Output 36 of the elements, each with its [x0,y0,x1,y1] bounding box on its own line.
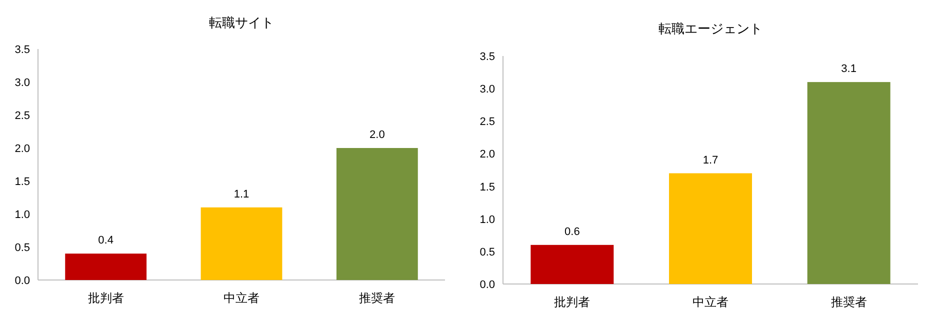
data-label: 0.4 [98,234,114,247]
data-label: 1.7 [702,154,718,166]
y-tick-label: 0.5 [480,246,495,258]
chart-title: 転職エージェント [658,21,762,36]
y-tick-label: 2.5 [480,116,495,128]
y-tick-label: 2.5 [14,110,30,122]
x-tick-label: 批判者 [88,291,124,305]
y-tick-label: 1.5 [14,176,30,188]
bar [669,173,752,284]
data-label: 2.0 [370,129,385,141]
y-tick-label: 3.5 [14,44,30,56]
x-tick-label: 中立者 [692,295,728,309]
x-tick-label: 中立者 [224,291,260,305]
bar [200,207,282,280]
y-tick-label: 3.0 [14,77,30,89]
y-tick-label: 0.0 [14,275,30,287]
y-tick-label: 1.0 [480,214,495,226]
y-tick-label: 1.0 [14,209,30,221]
x-tick-label: 推奨者 [359,291,396,305]
chart-title: 転職サイト [209,15,274,30]
y-tick-label: 3.0 [480,84,495,96]
bar [807,82,890,284]
data-label: 3.1 [841,63,856,76]
bar [65,254,147,280]
y-tick-label: 2.0 [14,143,30,155]
y-tick-label: 1.5 [480,181,495,194]
x-tick-label: 推奨者 [830,295,867,309]
y-tick-label: 0.0 [480,279,495,291]
data-label: 1.1 [234,188,250,200]
bar [530,244,614,284]
bar [336,148,418,280]
x-tick-label: 批判者 [554,295,590,309]
data-label: 0.6 [564,226,580,238]
y-tick-label: 0.5 [14,242,30,254]
y-tick-label: 3.5 [480,51,495,63]
y-tick-label: 2.0 [480,148,495,161]
